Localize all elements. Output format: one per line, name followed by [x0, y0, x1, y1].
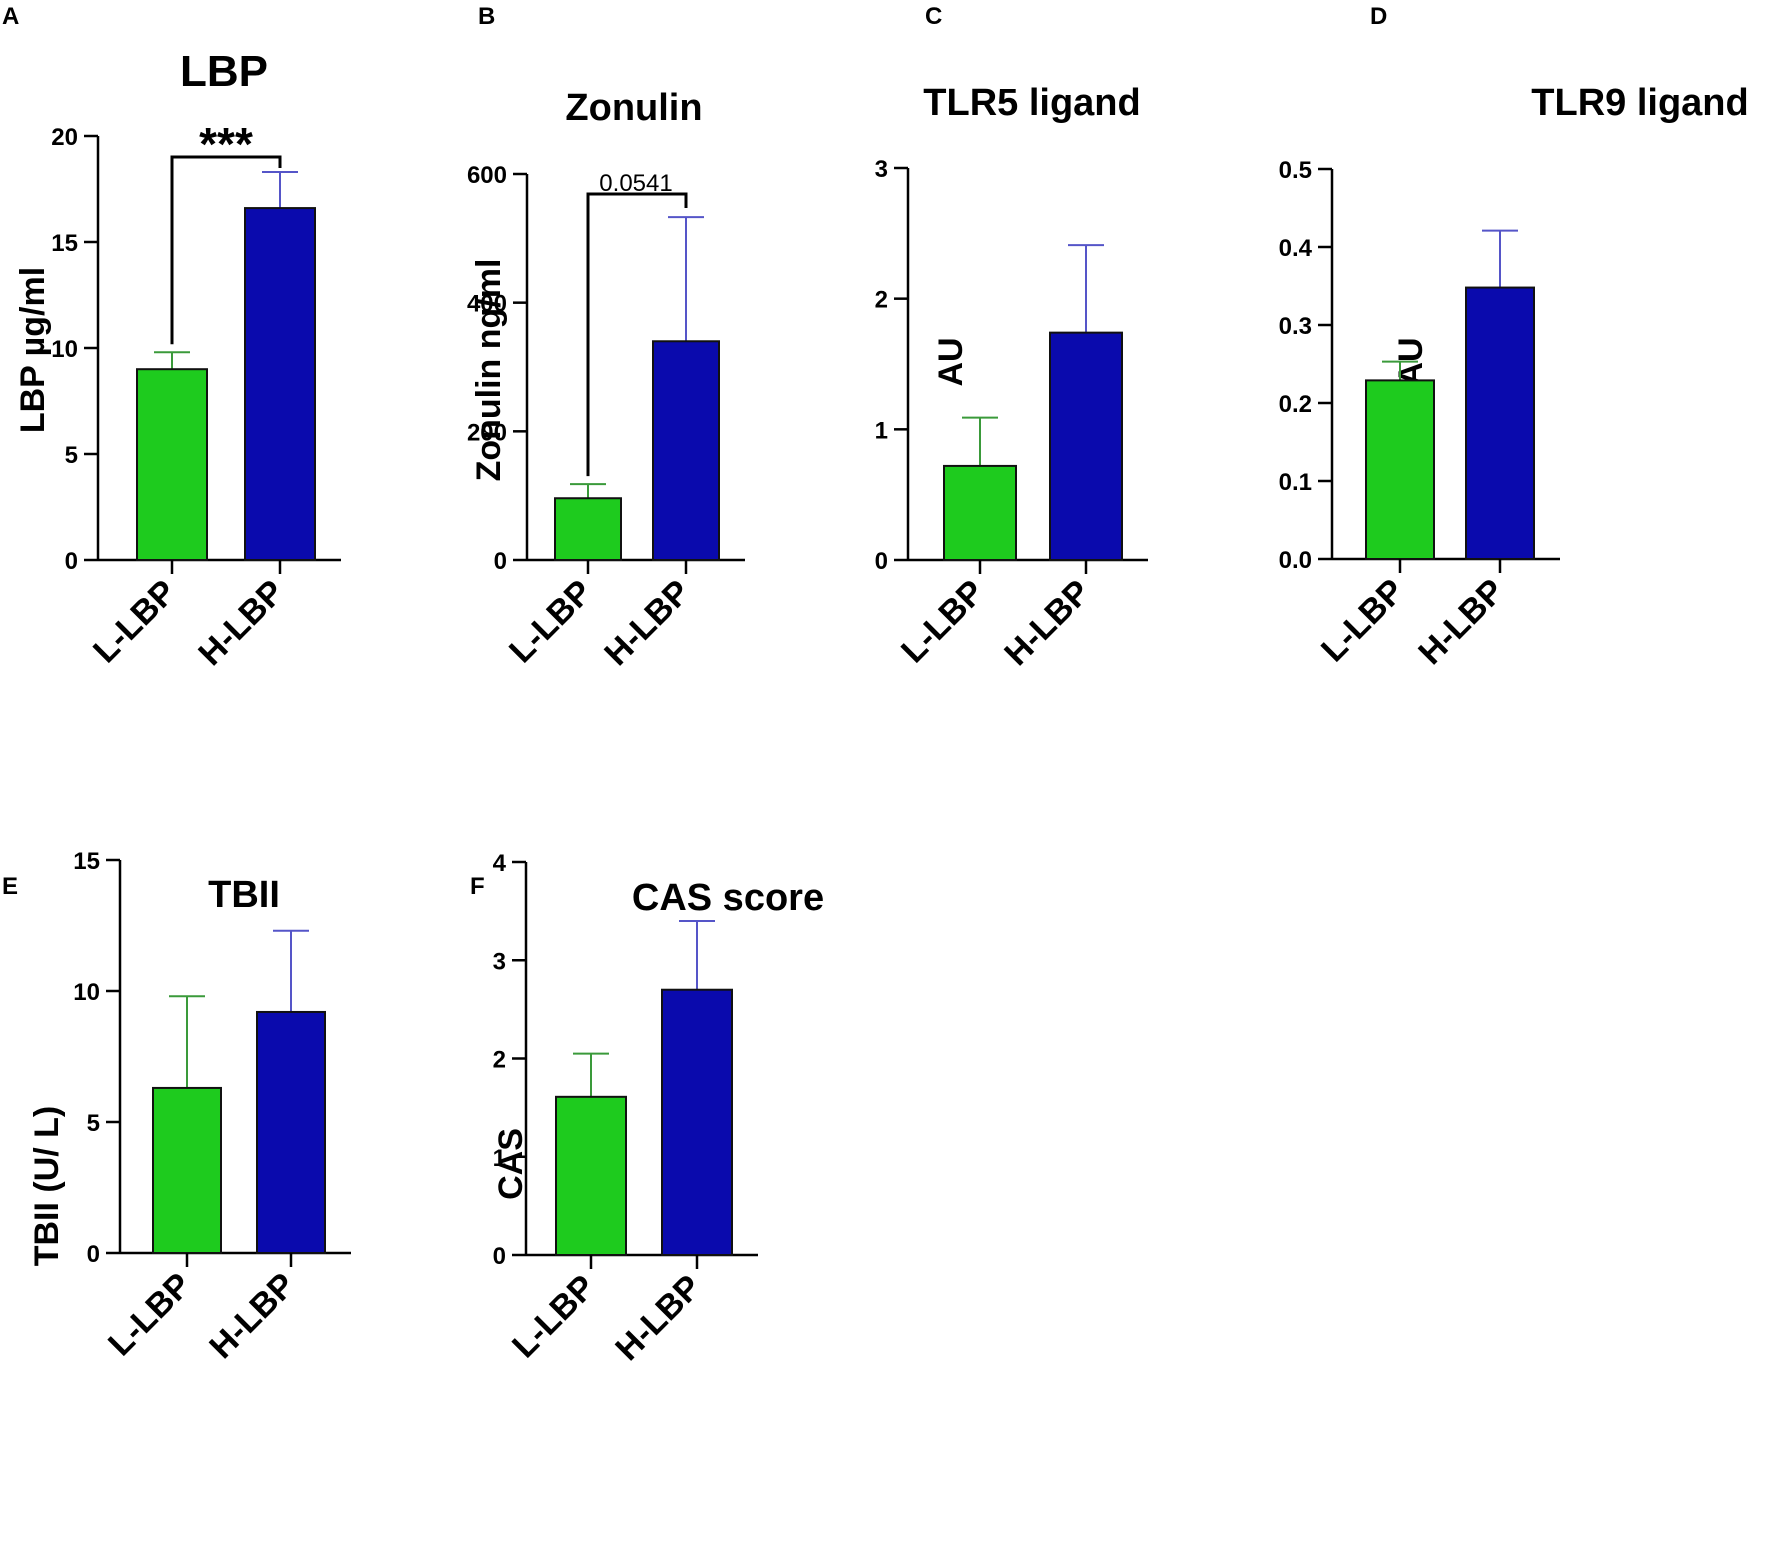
y-tick-label: 2 — [493, 1047, 506, 1074]
chart-title: LBP — [180, 47, 268, 96]
y-tick-label: 5 — [65, 442, 78, 469]
panel-a: A LBP LBP µg/ml *** 0 5 10 15 20 L-LBP H-LBP — [2, 3, 341, 673]
panel-letter: E — [2, 873, 18, 900]
y-tick-label: 0.3 — [1279, 313, 1312, 340]
y-tick-label: 4 — [493, 850, 507, 877]
y-tick-label: 0 — [87, 1241, 100, 1268]
bar-l-lbp — [555, 1095, 627, 1256]
y-tick-label: 0.5 — [1279, 157, 1312, 184]
panel-letter: A — [2, 3, 19, 30]
bar-h-lbp — [661, 988, 733, 1256]
bar-l-lbp — [554, 497, 622, 561]
bar-l-lbp — [1365, 379, 1435, 560]
bar-h-lbp — [244, 207, 316, 562]
y-tick-label: 2 — [875, 287, 888, 314]
y-axis-label: LBP µg/ml — [14, 267, 52, 433]
y-tick-label: 1 — [493, 1145, 506, 1172]
y-tick-label: 400 — [467, 291, 507, 318]
panel-c: C TLR5 ligand AU 0 1 2 3 L-LBP H-LBP — [875, 3, 1148, 673]
panel-letter: F — [470, 873, 485, 900]
panel-d: D TLR9 ligand AU 0.00.10.20.30.40.5L-LBP… — [1279, 3, 1749, 672]
y-axis-label: AU — [932, 337, 970, 386]
x-tick-label: L-LBP — [894, 573, 992, 671]
x-tick-label: H-LBP — [608, 1268, 708, 1368]
x-tick-label: H-LBP — [597, 573, 697, 673]
y-tick-label: 0.1 — [1279, 469, 1312, 496]
y-axis-label: CAS — [492, 1128, 530, 1200]
y-tick-label: 15 — [73, 848, 100, 875]
y-tick-label: 20 — [51, 124, 78, 151]
x-tick-label: L-LBP — [1314, 572, 1412, 670]
panel-b: B Zonulin Zonulin ng/ml 0.0541 020040060… — [467, 3, 745, 673]
y-tick-label: 0.2 — [1279, 391, 1312, 418]
x-tick-label: L-LBP — [101, 1266, 199, 1364]
y-tick-label: 15 — [51, 230, 78, 257]
y-tick-label: 5 — [87, 1110, 100, 1137]
y-tick-label: 0.4 — [1279, 235, 1313, 262]
significance-bracket — [170, 155, 282, 345]
y-axis-label: Zonulin ng/ml — [470, 259, 508, 482]
y-tick-label: 0.0 — [1279, 547, 1312, 574]
y-tick-label: 1 — [875, 417, 888, 444]
panel-letter: D — [1370, 3, 1387, 30]
chart-title: CAS score — [632, 877, 824, 919]
y-tick-label: 10 — [51, 336, 78, 363]
chart-title: Zonulin — [565, 87, 702, 129]
panel-letter: B — [478, 3, 495, 30]
y-tick-label: 0 — [494, 548, 507, 575]
bar-h-lbp — [256, 1010, 326, 1255]
chart-title: TLR5 ligand — [923, 82, 1140, 124]
y-tick-label: 3 — [493, 948, 506, 975]
y-tick-label: 0 — [493, 1243, 506, 1270]
y-tick-label: 10 — [73, 979, 100, 1006]
significance-label: *** — [199, 118, 253, 170]
x-tick-label: H-LBP — [997, 573, 1097, 673]
x-tick-label: H-LBP — [1411, 572, 1511, 672]
y-tick-label: 600 — [467, 162, 507, 189]
x-tick-label: H-LBP — [191, 573, 291, 673]
chart-title: TBII — [208, 874, 280, 916]
y-tick-label: 200 — [467, 419, 507, 446]
x-tick-label: L-LBP — [502, 573, 600, 671]
panel-e: E TBII TBII (U/ L) 0 5 10 15 L-LBP H-LBP — [2, 848, 351, 1366]
bar-h-lbp — [652, 340, 720, 561]
x-tick-label: L-LBP — [505, 1268, 603, 1366]
y-tick-label: 0 — [65, 548, 78, 575]
y-tick-label: 3 — [875, 156, 888, 183]
bar-l-lbp — [136, 368, 208, 562]
panel-letter: C — [925, 3, 942, 30]
bar-l-lbp — [943, 464, 1017, 562]
y-tick-label: 0 — [875, 548, 888, 575]
bar-l-lbp — [152, 1086, 222, 1254]
significance-bracket — [586, 192, 688, 477]
bar-h-lbp — [1049, 331, 1123, 562]
chart-title: TLR9 ligand — [1531, 82, 1748, 124]
y-axis-label: TBII (U/ L) — [28, 1106, 66, 1267]
bar-h-lbp — [1465, 286, 1535, 560]
panel-f: F CAS score CAS 0 1 2 3 4 L-LBP H-LBP — [470, 850, 824, 1368]
x-tick-label: H-LBP — [202, 1266, 302, 1366]
x-tick-label: L-LBP — [86, 573, 184, 671]
